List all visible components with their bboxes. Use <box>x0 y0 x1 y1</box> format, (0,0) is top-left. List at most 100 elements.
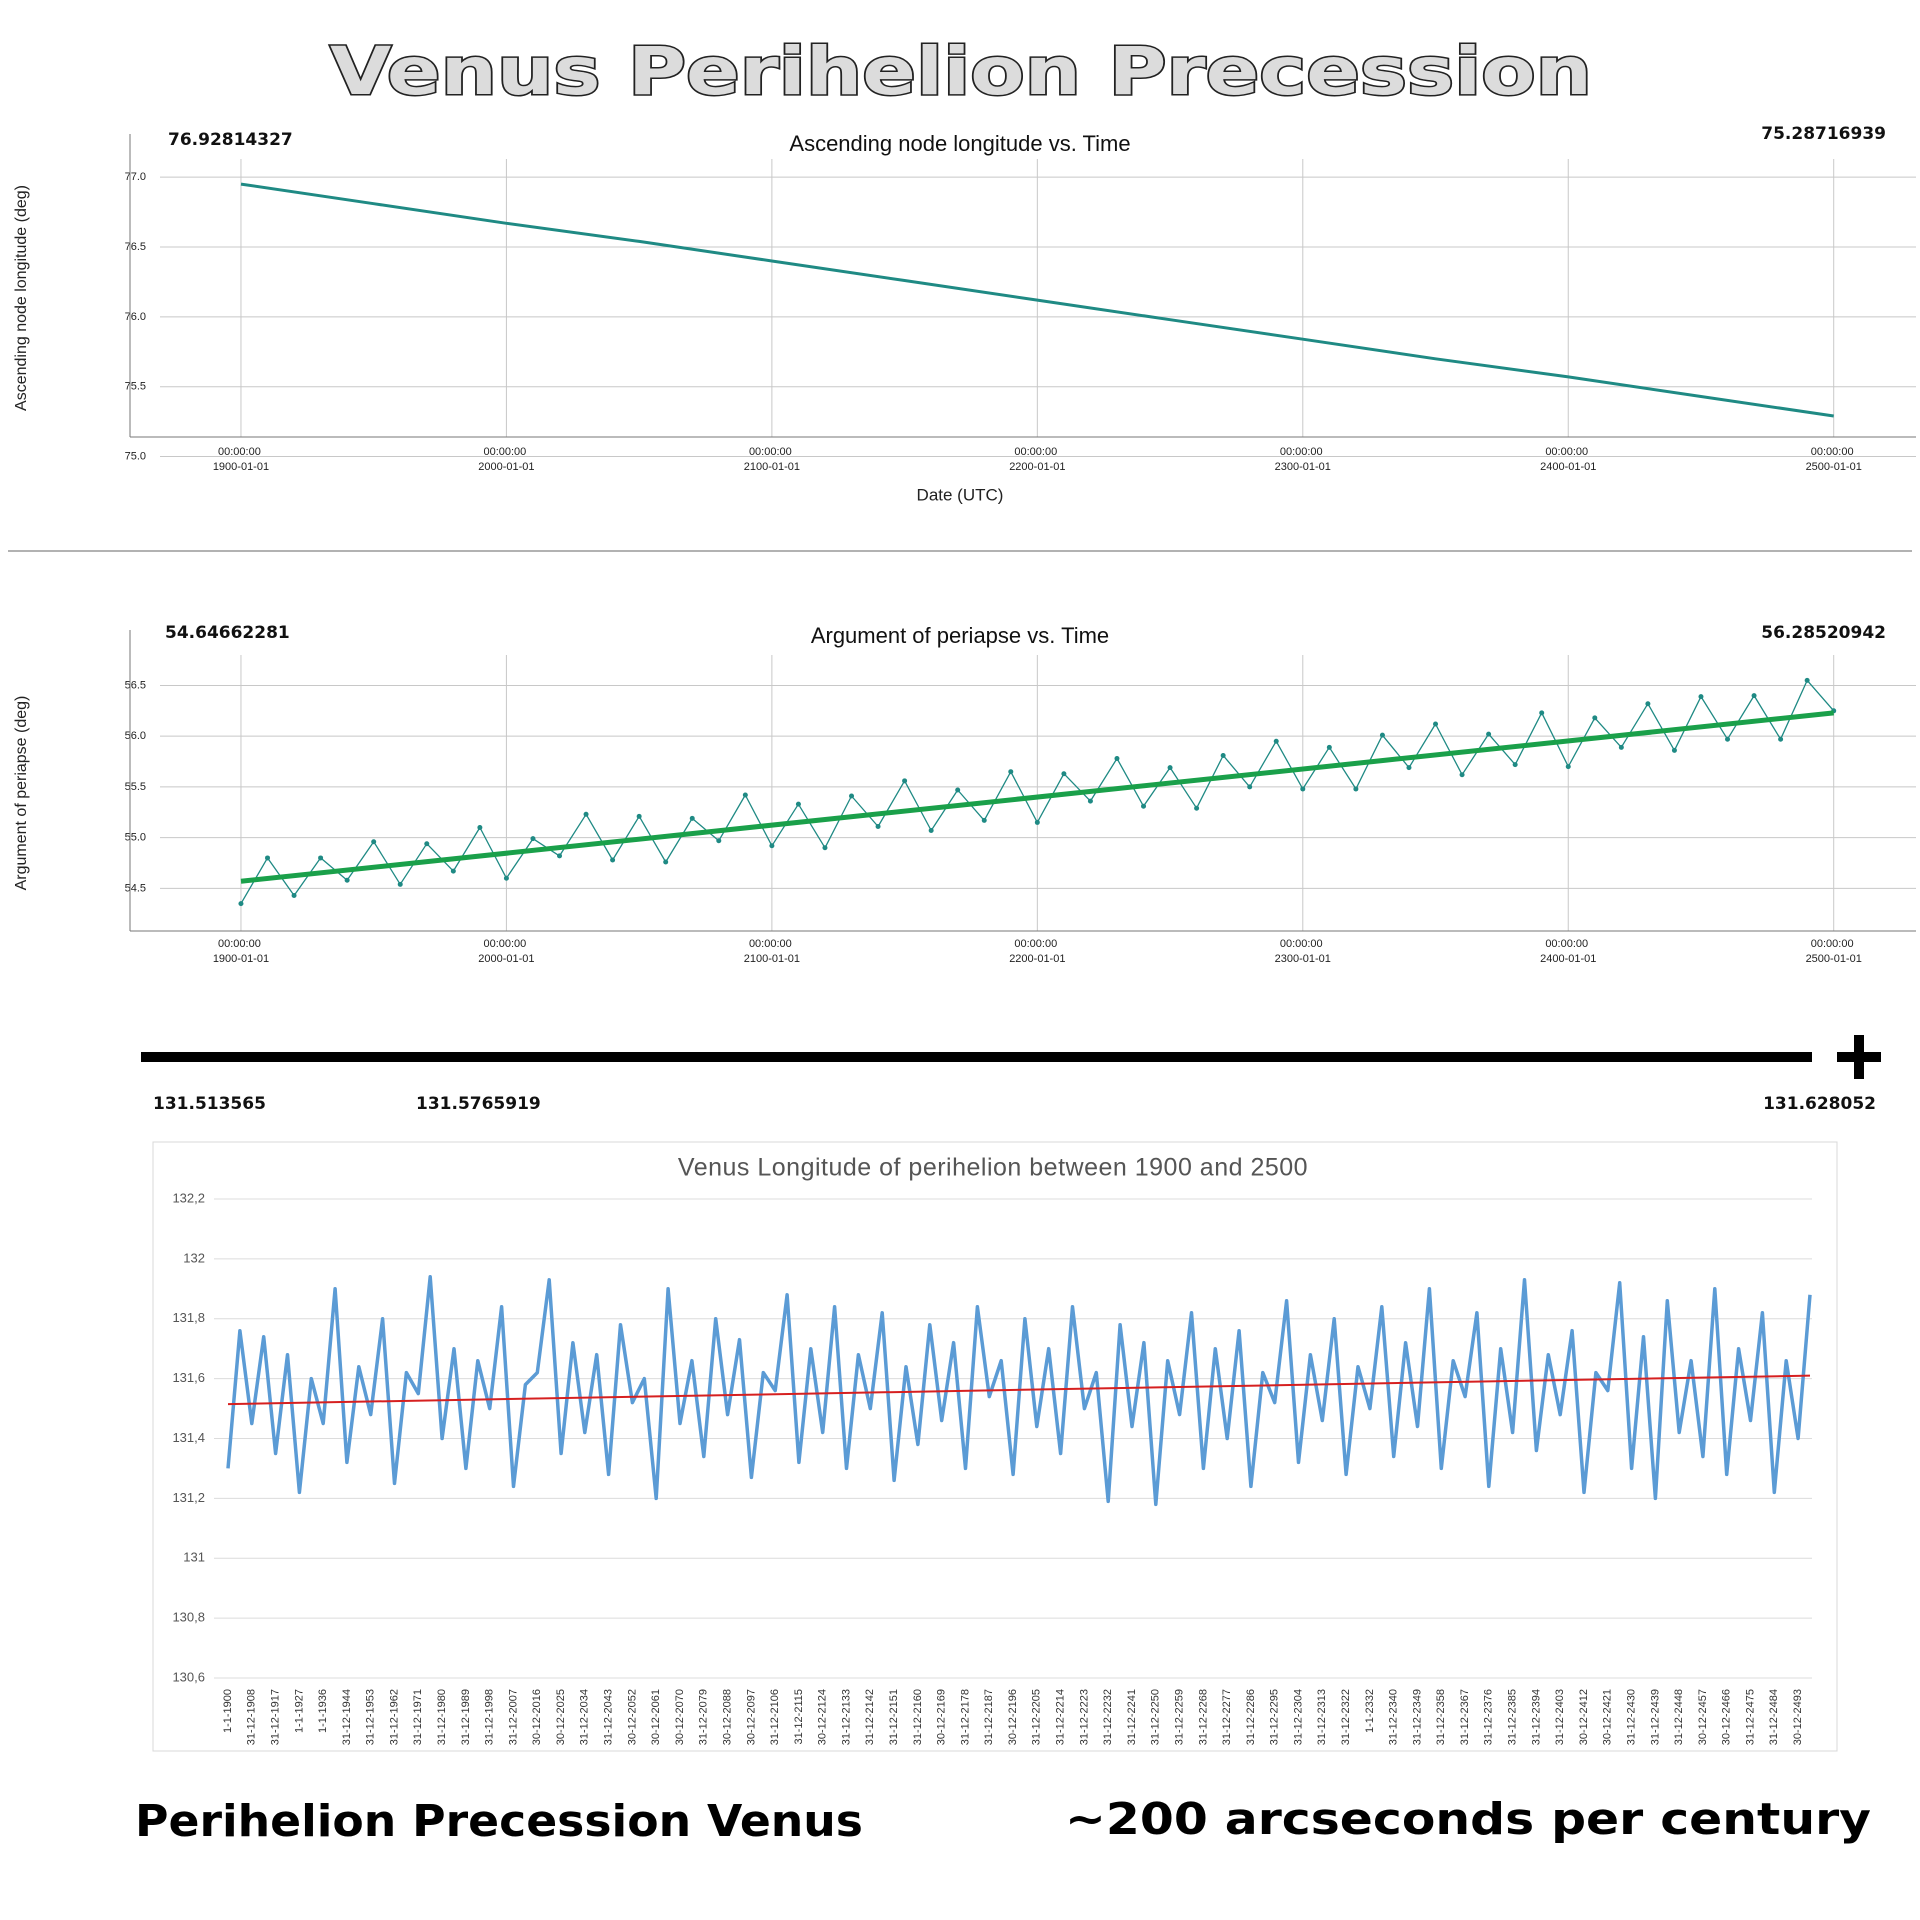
footer-left: Perihelion Precession Venus <box>135 1796 863 1847</box>
y-tick-label: 131,6 <box>172 1370 205 1385</box>
x-tick-label: 31-12-1908 <box>246 1689 258 1745</box>
y-tick-label: 130,8 <box>172 1610 205 1625</box>
data-point <box>1326 744 1332 750</box>
y-tick-label: 56.0 <box>125 730 146 742</box>
annotation: 131.628052 <box>1763 1094 1876 1114</box>
x-tick-label: 31-12-1980 <box>436 1689 448 1745</box>
page-title: Venus Perihelion Precession <box>330 33 1592 110</box>
x-tick-label: 30-12-2493 <box>1792 1689 1804 1745</box>
x-tick-label: 30-12-2457 <box>1697 1689 1709 1745</box>
y-tick-label: 131,4 <box>172 1430 205 1445</box>
data-point <box>1353 786 1359 792</box>
footer-right: ~200 arcseconds per century <box>1065 1794 1871 1845</box>
x-tick-label: 00:00:00 2500-01-01 <box>1806 938 1862 965</box>
data-point <box>265 855 271 861</box>
y-tick-label: 132 <box>183 1250 205 1265</box>
data-point <box>238 901 244 907</box>
x-tick-label: 31-12-2043 <box>603 1689 615 1745</box>
x-tick-label: 31-12-2178 <box>959 1689 971 1745</box>
x-tick-label: 00:00:00 2000-01-01 <box>478 938 534 965</box>
data-point <box>397 881 403 887</box>
x-tick-label: 30-12-2466 <box>1721 1689 1733 1745</box>
x-tick-label: 31-12-1989 <box>460 1689 472 1745</box>
y-tick-label: 55.0 <box>125 832 146 844</box>
x-tick-label: 30-12-2052 <box>626 1689 638 1745</box>
data-point <box>795 801 801 807</box>
x-tick-label: 00:00:00 2400-01-01 <box>1540 938 1596 965</box>
data-point <box>1751 693 1757 699</box>
data-point <box>318 855 324 861</box>
x-tick-label: 31-12-2151 <box>888 1689 900 1745</box>
x-tick-label: 31-12-2007 <box>507 1689 519 1745</box>
data-point <box>1008 769 1014 775</box>
data-line <box>240 182 1834 418</box>
x-tick-label: 00:00:00 2500-01-01 <box>1806 446 1862 473</box>
x-tick-label: 31-12-2367 <box>1459 1689 1471 1745</box>
data-point <box>955 787 961 793</box>
x-tick-label: 31-12-2403 <box>1554 1689 1566 1745</box>
x-tick-label: 31-12-2430 <box>1625 1689 1637 1745</box>
data-point <box>742 792 748 798</box>
x-tick-label: 30-12-2169 <box>936 1689 948 1745</box>
x-tick-label: 31-12-1953 <box>365 1689 377 1745</box>
data-point <box>1114 756 1120 761</box>
x-tick-label: 31-12-2394 <box>1530 1689 1542 1745</box>
x-tick-label: 31-12-1971 <box>412 1689 424 1745</box>
x-tick-label: 31-12-2187 <box>983 1689 995 1745</box>
data-point <box>450 868 456 874</box>
x-tick-label: 30-12-2124 <box>817 1689 829 1745</box>
x-tick-label: 00:00:00 2400-01-01 <box>1540 446 1596 473</box>
data-point <box>1247 784 1253 790</box>
data-point <box>981 817 987 823</box>
data-point <box>1486 731 1492 737</box>
data-line <box>226 1275 1812 1507</box>
y-tick-label: 132,2 <box>172 1190 205 1205</box>
x-tick-label: 31-12-2079 <box>698 1689 710 1745</box>
data-point <box>1379 732 1385 738</box>
y-tick-label: 54.5 <box>125 882 146 894</box>
annotation: 75.28716939 <box>1761 124 1886 144</box>
x-tick-label: 31-12-2133 <box>840 1689 852 1745</box>
x-tick-label: 31-12-2286 <box>1245 1689 1257 1745</box>
x-tick-label: 31-12-2223 <box>1078 1689 1090 1745</box>
y-tick-label: 55.5 <box>125 781 146 793</box>
data-point <box>822 845 828 851</box>
y-tick-label: 130,6 <box>172 1669 205 1684</box>
x-tick-label: 30-12-2196 <box>1007 1689 1019 1745</box>
x-tick-label: 30-12-2070 <box>674 1689 686 1745</box>
data-point <box>1804 677 1810 683</box>
x-tick-label: 1-1-1900 <box>222 1689 234 1733</box>
data-point <box>1645 701 1651 707</box>
x-tick-label: 31-12-2160 <box>912 1689 924 1745</box>
y-tick-label: 75.0 <box>125 450 146 462</box>
data-point <box>1592 715 1598 721</box>
x-tick-label: 1-1-2332 <box>1364 1689 1376 1733</box>
data-point <box>371 839 377 845</box>
x-tick-label: 31-12-2268 <box>1197 1689 1209 1745</box>
x-tick-label: 30-12-2016 <box>531 1689 543 1745</box>
plus-sign <box>1854 1035 1864 1079</box>
data-point <box>928 828 934 834</box>
data-point <box>1034 819 1040 825</box>
x-tick-label: 31-12-2385 <box>1507 1689 1519 1745</box>
data-point <box>477 825 483 830</box>
data-point <box>291 892 297 898</box>
y-tick-label: 76.5 <box>125 241 146 253</box>
x-tick-label: 00:00:00 2100-01-01 <box>744 938 800 965</box>
data-point <box>689 815 695 821</box>
x-tick-label: 30-12-2412 <box>1578 1689 1590 1745</box>
x-tick-label: 00:00:00 2000-01-01 <box>478 446 534 473</box>
x-tick-label: 31-12-2475 <box>1744 1689 1756 1745</box>
data-point <box>716 838 722 844</box>
data-point <box>1671 747 1677 753</box>
x-tick-label: 31-12-2349 <box>1411 1689 1423 1745</box>
x-tick-label: 30-12-2025 <box>555 1689 567 1745</box>
x-tick-label: 00:00:00 2100-01-01 <box>744 446 800 473</box>
x-tick-label: 31-12-2259 <box>1173 1689 1185 1745</box>
x-axis-label: Date (UTC) <box>917 485 1004 504</box>
y-tick-label: 75.5 <box>125 381 146 393</box>
data-point <box>1406 765 1412 771</box>
x-tick-label: 00:00:00 1900-01-01 <box>213 938 269 965</box>
chart-frame <box>152 1141 1838 1752</box>
